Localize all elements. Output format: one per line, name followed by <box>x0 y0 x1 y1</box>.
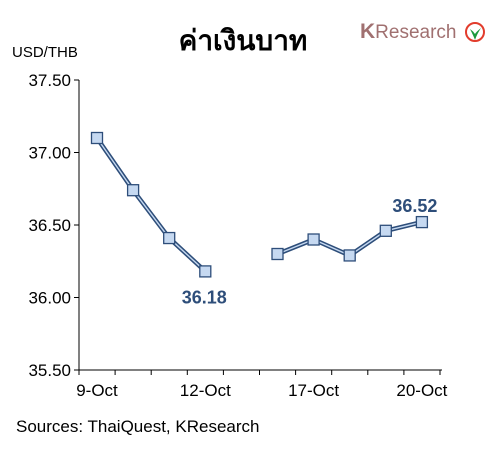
data-point <box>271 247 284 261</box>
series-line-highlight <box>96 137 206 272</box>
y-tick-label: 36.00 <box>28 289 71 308</box>
x-tick-label: 12-Oct <box>180 381 231 400</box>
x-tick-label: 9-Oct <box>76 381 118 400</box>
x-tick-label: 17-Oct <box>288 381 339 400</box>
axes <box>74 79 442 375</box>
kresearch-logo: KResearch <box>360 20 485 43</box>
logo-k: K <box>360 20 375 43</box>
y-tick-labels: 37.50 37.00 36.50 36.00 35.50 <box>28 71 71 380</box>
data-label: 36.52 <box>392 196 437 216</box>
source-note: Sources: ThaiQuest, KResearch <box>16 417 259 436</box>
data-point <box>126 184 140 197</box>
y-tick-label: 37.00 <box>28 144 71 163</box>
data-point <box>90 131 104 145</box>
series-usd-thb <box>90 131 429 278</box>
series-line <box>95 136 207 274</box>
data-labels: 36.18 36.52 <box>182 196 438 307</box>
data-point <box>415 215 429 229</box>
logo-wordmark: KResearch <box>360 20 457 43</box>
y-tick-label: 36.50 <box>28 216 71 235</box>
y-axis-unit: USD/THB <box>12 44 78 61</box>
x-tick-label: 20-Oct <box>396 381 447 400</box>
data-label: 36.18 <box>182 287 227 307</box>
y-tick-label: 37.50 <box>28 71 71 90</box>
kasikorn-leaf-icon <box>465 22 485 42</box>
chart-title: ค่าเงินบาท <box>179 24 308 57</box>
data-point <box>379 224 392 237</box>
x-tick-labels: 9-Oct 12-Oct 17-Oct 20-Oct <box>76 381 447 400</box>
data-point <box>307 233 320 246</box>
logo-research: Research <box>375 22 456 43</box>
data-point <box>163 231 176 245</box>
data-point <box>343 249 356 262</box>
y-tick-label: 35.50 <box>28 361 71 380</box>
data-point <box>199 265 212 278</box>
